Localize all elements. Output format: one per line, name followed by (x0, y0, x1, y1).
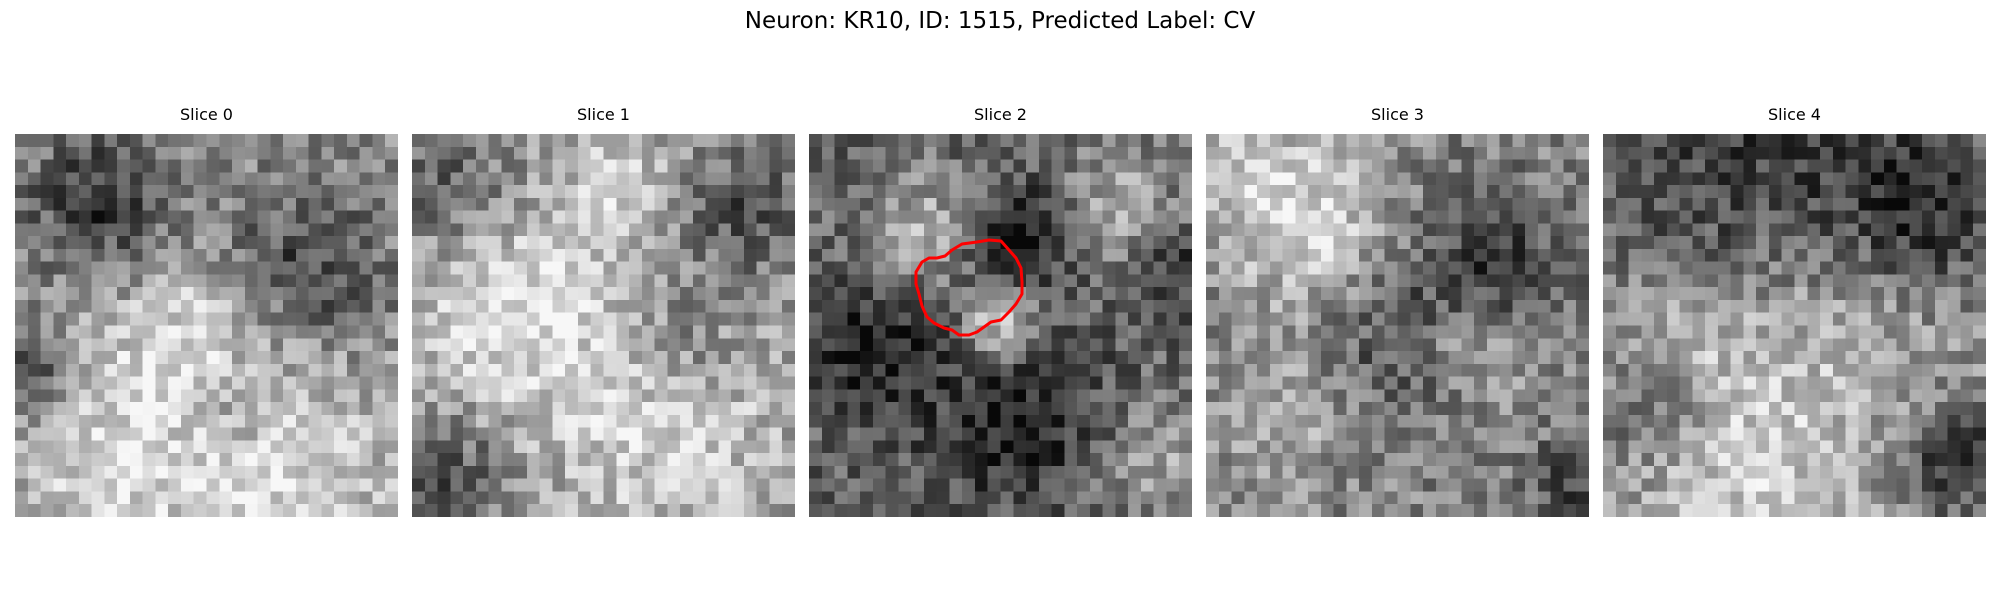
slice-title: Slice 4 (1768, 105, 1821, 124)
slice-title: Slice 0 (180, 105, 233, 124)
slice-image (1206, 134, 1589, 517)
slice-image (1603, 134, 1986, 517)
slice-image (412, 134, 795, 517)
slice-image (15, 134, 398, 517)
slice-title: Slice 3 (1371, 105, 1424, 124)
slice-image (809, 134, 1192, 517)
figure-title: Neuron: KR10, ID: 1515, Predicted Label:… (744, 8, 1256, 34)
slice-title: Slice 2 (974, 105, 1027, 124)
slice-title: Slice 1 (577, 105, 630, 124)
